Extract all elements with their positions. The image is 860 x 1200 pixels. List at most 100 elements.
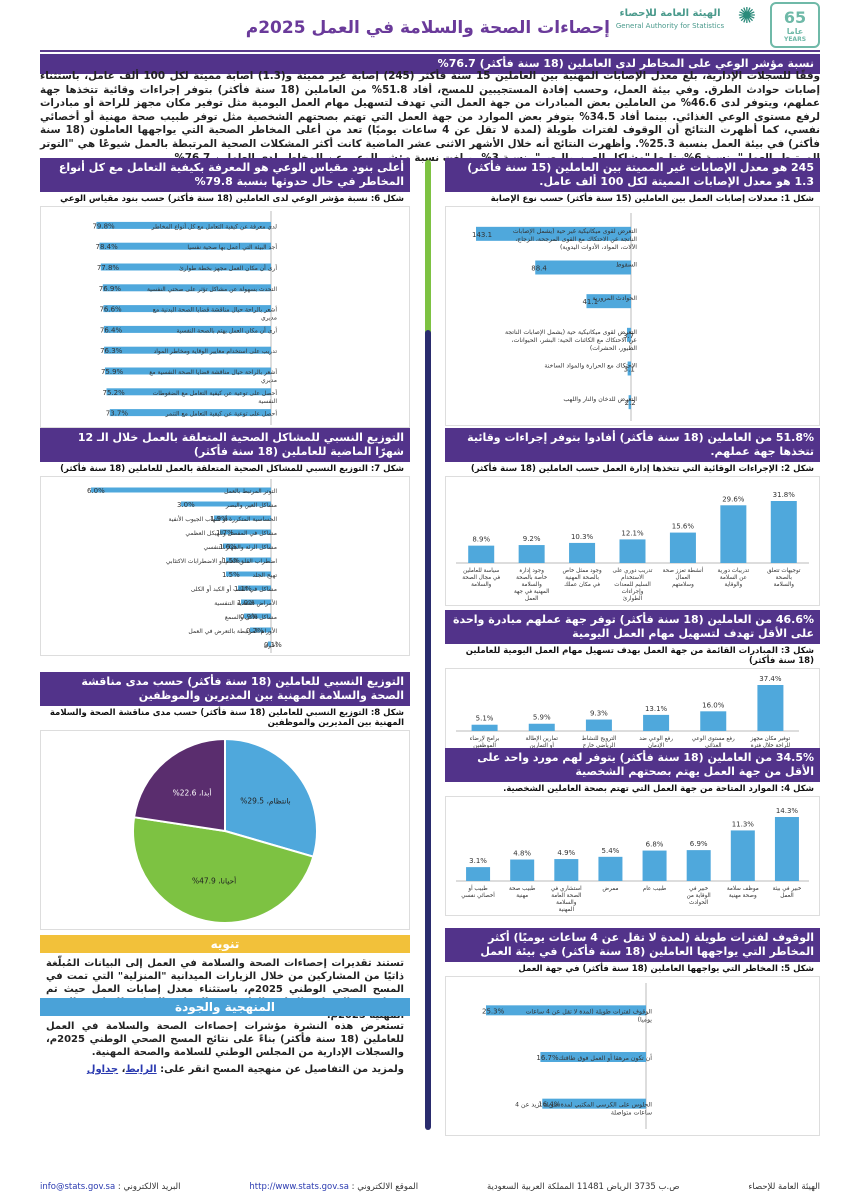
note-heading: تنويه [40, 935, 410, 953]
bar [542, 1098, 646, 1109]
bar [471, 724, 498, 731]
bar [774, 817, 799, 881]
category-label: توجيهات تتعلق [767, 568, 801, 574]
footer-address: ص.ب 3735 الرياض 11481 المملكة العربية ال… [486, 1182, 680, 1192]
bar [510, 859, 535, 881]
methodology-box: المنهجية والجودة تستعرض هذه النشرة مؤشرا… [40, 998, 410, 1080]
pie-slice [132, 737, 226, 833]
data-label: 75.9% [101, 368, 124, 376]
figure-7-chart: 6.0% التوتر المرتبط بالعمل 3.0% مشاكل العين… [87, 479, 282, 653]
bar [669, 532, 696, 563]
data-label: 6.0% [87, 487, 105, 495]
section-6-heading: أعلى بنود مقياس الوعي هو المعرفة بكيفية … [40, 158, 410, 192]
data-label: 16.0% [702, 701, 725, 709]
section-1-heading: 245 هو معدل الإصابات غير المميتة بين الع… [445, 158, 820, 192]
data-label: 1.7% [216, 529, 234, 537]
category-label: مهنية [516, 893, 528, 899]
bar [220, 529, 271, 535]
bar [99, 242, 271, 250]
category-label: طبيب صحة [509, 886, 536, 892]
bar [626, 327, 631, 342]
category-label: طبيب أو [467, 884, 488, 892]
category-label: الترويج للنشاط [582, 736, 617, 742]
category-label: التعرض لقوى ميكانيكية غير حية (يشمل الإص… [513, 228, 637, 235]
section-4-heading: 34.5% من العاملين (18 سنة فأكثر) يتوفر ل… [445, 748, 820, 782]
logo-english: General Authority for Statistics [615, 22, 725, 30]
methodology-text: تستعرض هذه النشرة مؤشرات إحصاءات الصحة و… [46, 1021, 404, 1058]
website-link[interactable]: http://www.stats.gov.sa [249, 1182, 349, 1192]
data-label: 4.9% [557, 849, 575, 857]
data-label: 3.7 [623, 332, 634, 340]
category-label: تمارين الإطالة [526, 736, 559, 742]
pie-slice [224, 737, 318, 858]
category-label: السليم للمعدات [614, 582, 651, 588]
emblem-icon: ✺ [737, 4, 757, 29]
bar [700, 711, 727, 731]
data-label: 0.1% [264, 641, 282, 649]
slice-label: بانتظام، 29.5% [240, 797, 290, 806]
data-label: 6.9% [690, 840, 708, 848]
category-label: الجلوس على الكرسي المكتبي لمدة طويلة تزي… [515, 1102, 652, 1109]
tables-link[interactable]: جداول [86, 1064, 119, 1075]
data-label: 1.9% [210, 515, 228, 523]
category-label: أرى أن مكان العمل يهتم بالصحة النفسية [176, 326, 277, 334]
bar [540, 1052, 646, 1062]
methodology-link[interactable]: الرابط [125, 1064, 157, 1075]
category-label: موظف سلامة [727, 886, 759, 892]
figure-4-caption: شكل 4: الموارد المتاحة من جهة العمل التي… [503, 784, 814, 794]
data-label: 16.7% [536, 1054, 559, 1062]
section-7: التوزيع النسبي للمشاكل الصحية المتعلقة ب… [40, 428, 410, 656]
category-label: المهنية [559, 907, 575, 913]
category-label: برامج لإرضاء [470, 736, 500, 742]
bar [535, 260, 631, 275]
email-link[interactable]: info@stats.gov.sa [40, 1182, 116, 1192]
bar [104, 346, 271, 354]
bar [554, 859, 579, 881]
bar [643, 714, 670, 731]
data-label: 5.9% [533, 714, 551, 722]
bar [518, 545, 545, 563]
category-label: الوقوف لفترات طويلة (لمدة لا تقل عن 4 سا… [526, 1008, 653, 1015]
bar [598, 856, 623, 881]
methodology-heading: المنهجية والجودة [40, 998, 410, 1016]
category-label: الوقاية من [687, 893, 712, 899]
category-label: أخرى [264, 641, 278, 649]
category-label: الناتجة عن الاحتكاك مع القوى المرجحة، ال… [515, 236, 637, 243]
category-label: أحصل على توعية عن كيفية التعامل مع التنم… [165, 410, 278, 418]
category-label: مشاكل في القلب أو الكبد أو الكلى [191, 585, 277, 593]
bar [106, 388, 271, 396]
data-label: 41.1 [582, 298, 598, 306]
bar [102, 284, 271, 292]
footer-website: الموقع الالكتروني : http://www.stats.gov… [249, 1182, 418, 1192]
bar [241, 599, 271, 605]
data-label: 11.3% [732, 820, 755, 828]
category-label: السقوط [616, 262, 637, 269]
data-label: 31.8% [773, 491, 796, 499]
category-label: توفير مكان مجهز [750, 735, 791, 742]
data-label: 5.4% [602, 847, 620, 855]
category-label: والسلامة [774, 582, 795, 588]
bar [628, 395, 631, 410]
category-label: الصحة العامة [551, 893, 582, 899]
data-label: 2.2 [625, 399, 636, 407]
category-label: العمال [675, 575, 690, 581]
category-label: تدريب دوري على [613, 568, 653, 574]
intro-heading: نسبة مؤشر الوعي على المخاطر لدى العاملين… [40, 54, 820, 74]
bar [468, 545, 495, 563]
category-label: الغذائي [705, 743, 722, 749]
category-label: مشاكل العين والبصر [225, 502, 277, 509]
section-4: 34.5% من العاملين (18 سنة فأكثر) يتوفر ل… [445, 748, 820, 916]
category-label: في مجال الصحة [462, 575, 500, 581]
section-6: أعلى بنود مقياس الوعي هو المعرفة بكيفية … [40, 158, 410, 428]
bar [226, 571, 271, 577]
category-label: الأورام المرتبطة بالتعرض في العمل [188, 627, 277, 635]
bar [720, 505, 747, 563]
bar [757, 685, 784, 731]
category-label: الحساسية المتكررة أو التهاب الجيوب الأنف… [169, 515, 278, 523]
data-label: 1.5% [222, 571, 240, 579]
data-label: 79.8% [92, 222, 115, 230]
category-label: أخصائي نفسي [461, 891, 495, 899]
category-label: مشاكل الأذن والسمع [225, 613, 277, 621]
category-label: الطيور، الحشرات) [590, 345, 637, 352]
category-label: التحدث بسهولة عن مشاكل تؤثر على صحتي الن… [147, 286, 277, 293]
